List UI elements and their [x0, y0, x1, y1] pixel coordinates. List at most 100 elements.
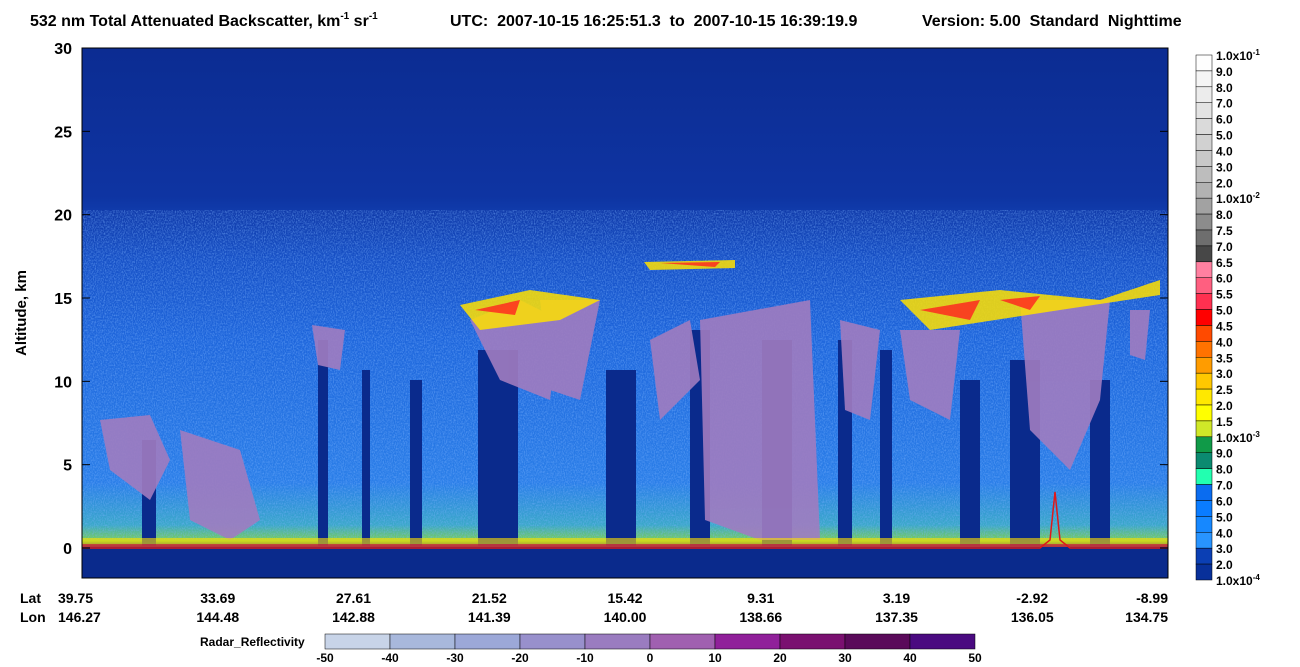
- colorbar-label: 1.0x10-3: [1216, 430, 1260, 445]
- x-row-label: Lon: [20, 609, 46, 625]
- lon-label: 138.66: [739, 609, 782, 625]
- colorbar-label: 6.0: [1216, 272, 1233, 286]
- y-tick-label: 30: [54, 41, 72, 58]
- colorbar-swatch: [1195, 293, 1213, 310]
- y-tick-label: 5: [63, 458, 72, 475]
- colorbar-swatch: [1195, 277, 1213, 294]
- radar-swatch: [324, 633, 391, 650]
- radar-swatch: [909, 633, 976, 650]
- colorbar-label: 3.0: [1216, 542, 1233, 556]
- colorbar-swatch: [1195, 452, 1213, 469]
- lat-label: 21.52: [472, 590, 507, 606]
- colorbar-swatch: [1195, 134, 1213, 151]
- colorbar-swatch: [1195, 388, 1213, 406]
- colorbar-label: 6.0: [1216, 494, 1233, 508]
- y-tick-label: 20: [54, 208, 72, 225]
- radar-swatch: [454, 633, 521, 650]
- lon-label: 136.05: [1011, 609, 1054, 625]
- colorbar-label: 8.0: [1216, 208, 1233, 222]
- colorbar-swatch: [1195, 484, 1213, 501]
- colorbar-swatch: [1195, 150, 1213, 167]
- colorbar-label: 2.0: [1216, 176, 1233, 190]
- colorbar-swatch: [1195, 229, 1213, 247]
- colorbar-label: 3.5: [1216, 351, 1233, 365]
- radar-label: Radar_Reflectivity: [200, 635, 305, 649]
- radar-tick-label: -10: [576, 651, 594, 665]
- lat-label: -2.92: [1016, 590, 1048, 606]
- colorbar-label: 2.5: [1216, 383, 1233, 397]
- colorbar-label: 4.5: [1216, 319, 1233, 333]
- colorbar-label: 7.0: [1216, 479, 1233, 493]
- colorbar-label-exp: -3: [1253, 430, 1261, 439]
- colorbar-label: 9.0: [1216, 65, 1233, 79]
- radar-tick-label: 30: [838, 651, 852, 665]
- colorbar-swatch: [1195, 309, 1213, 326]
- colorbar-label: 3.0: [1216, 160, 1233, 174]
- radar-tick-label: 20: [773, 651, 787, 665]
- lon-label: 137.35: [875, 609, 918, 625]
- radar-swatch: [649, 633, 716, 650]
- colorbar-swatch: [1195, 500, 1213, 517]
- radar-tick-label: 50: [968, 651, 982, 665]
- colorbar-label: 5.0: [1216, 304, 1233, 318]
- chart-title: 532 nm Total Attenuated Backscatter, km-…: [30, 11, 378, 30]
- colorbar-swatch: [1195, 420, 1213, 438]
- lat-label: -8.99: [1136, 590, 1168, 606]
- colorbar-swatch: [1195, 325, 1213, 342]
- colorbar-label: 6.0: [1216, 113, 1233, 127]
- colorbar-label: 5.0: [1216, 510, 1233, 524]
- colorbar-label: 5.0: [1216, 129, 1233, 143]
- lon-label: 141.39: [468, 609, 511, 625]
- colorbar-label-exp: -4: [1253, 573, 1261, 582]
- chart-subtitle: UTC: 2007-10-15 16:25:51.3 to 2007-10-15…: [450, 13, 857, 30]
- y-tick-label: 25: [54, 124, 72, 141]
- colorbar-label: 1.0x10-1: [1216, 48, 1260, 63]
- colorbar-swatch: [1195, 436, 1213, 453]
- colorbar-swatch: [1195, 404, 1213, 422]
- chart-version: Version: 5.00 Standard Nighttime: [922, 13, 1182, 30]
- radar-tick-label: -20: [511, 651, 529, 665]
- colorbar-label: 7.5: [1216, 224, 1233, 238]
- colorbar-swatch: [1195, 372, 1213, 390]
- colorbar-swatch: [1195, 563, 1213, 581]
- colorbar-label-exp: -1: [1253, 48, 1261, 57]
- colorbar-label: 7.0: [1216, 97, 1233, 111]
- colorbar-label: 6.5: [1216, 256, 1233, 270]
- colorbar-label: 4.0: [1216, 144, 1233, 158]
- lon-label: 134.75: [1125, 609, 1168, 625]
- lon-label: 146.27: [58, 609, 101, 625]
- colorbar-swatch: [1195, 547, 1213, 565]
- colorbar-label: 1.0x10-2: [1216, 191, 1260, 206]
- lat-label: 39.75: [58, 590, 93, 606]
- colorbar-label-base: 1.0x10: [1216, 574, 1253, 588]
- colorbar-swatch: [1195, 118, 1213, 135]
- lat-label: 9.31: [747, 590, 774, 606]
- colorbar-label: 7.0: [1216, 240, 1233, 254]
- lat-label: 3.19: [883, 590, 910, 606]
- colorbar-swatch: [1195, 468, 1213, 485]
- lat-label: 33.69: [200, 590, 235, 606]
- radar-tick-label: -50: [316, 651, 334, 665]
- colorbar-label: 1.0x10-4: [1216, 573, 1260, 588]
- colorbar-swatch: [1195, 54, 1213, 72]
- colorbar-label: 5.5: [1216, 288, 1233, 302]
- radar-swatch: [779, 633, 846, 650]
- radar-tick-label: 10: [708, 651, 722, 665]
- colorbar-label-exp: -2: [1253, 191, 1261, 200]
- lat-label: 27.61: [336, 590, 371, 606]
- y-axis-label: Altitude, km: [13, 270, 30, 356]
- radar-swatch: [584, 633, 651, 650]
- colorbar-swatch: [1195, 516, 1213, 533]
- colorbar-swatch: [1195, 532, 1213, 549]
- colorbar-label: 8.0: [1216, 463, 1233, 477]
- colorbar-swatch: [1195, 182, 1213, 199]
- colorbar-swatch: [1195, 341, 1213, 358]
- y-tick-label: 10: [54, 374, 72, 391]
- plot-frame: [81, 47, 1169, 579]
- radar-swatch: [389, 633, 456, 650]
- y-tick-label: 15: [54, 291, 72, 308]
- colorbar-label: 2.0: [1216, 399, 1233, 413]
- curtain-image: [82, 48, 1168, 578]
- colorbar-swatch: [1195, 213, 1213, 231]
